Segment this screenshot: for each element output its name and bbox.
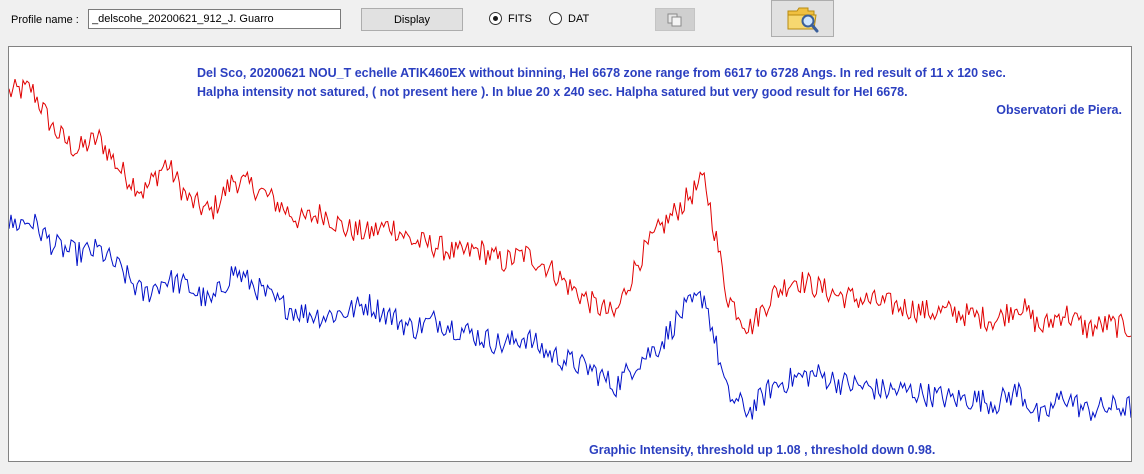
profile-name-label: Profile name : bbox=[11, 14, 79, 26]
plot-note-line-2: Halpha intensity not satured, ( not pres… bbox=[197, 85, 908, 99]
plot-note-line-1: Del Sco, 20200621 NOU_T echelle ATIK460E… bbox=[197, 66, 1006, 80]
folder-search-icon bbox=[787, 7, 818, 32]
radio-selected-dot bbox=[493, 16, 498, 21]
dat-radio-option[interactable]: DAT bbox=[549, 12, 589, 25]
open-folder-button[interactable] bbox=[771, 0, 834, 37]
spectrum-plot-canvas bbox=[9, 78, 1131, 422]
dat-radio[interactable] bbox=[549, 12, 562, 25]
fits-radio-label: FITS bbox=[508, 12, 532, 25]
blue-spectrum-line bbox=[9, 213, 1131, 422]
profile-name-input[interactable] bbox=[88, 9, 341, 29]
red-spectrum-line bbox=[9, 78, 1131, 339]
fits-radio[interactable] bbox=[489, 12, 502, 25]
spectrum-plot: Del Sco, 20200621 NOU_T echelle ATIK460E… bbox=[8, 46, 1132, 462]
dat-radio-label: DAT bbox=[568, 12, 590, 25]
display-button[interactable]: Display bbox=[361, 8, 463, 31]
copy-icon bbox=[667, 13, 682, 26]
plot-note-observatory: Observatori de Piera. bbox=[996, 103, 1122, 117]
plot-footer-threshold: Graphic Intensity, threshold up 1.08 , t… bbox=[589, 443, 936, 457]
fits-radio-option[interactable]: FITS bbox=[489, 12, 532, 25]
copy-button[interactable] bbox=[655, 8, 695, 31]
